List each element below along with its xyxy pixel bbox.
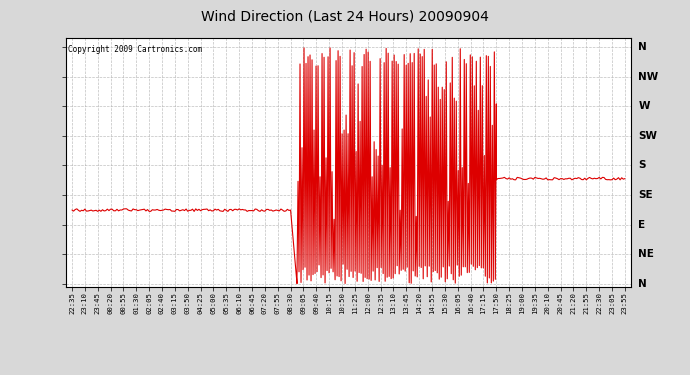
Text: N: N — [638, 279, 647, 289]
Text: W: W — [638, 101, 650, 111]
Text: NE: NE — [638, 249, 654, 259]
Text: Copyright 2009 Cartronics.com: Copyright 2009 Cartronics.com — [68, 45, 202, 54]
Text: N: N — [638, 42, 647, 52]
Text: E: E — [638, 219, 645, 230]
Text: NW: NW — [638, 72, 658, 82]
Text: S: S — [638, 160, 646, 171]
Text: Wind Direction (Last 24 Hours) 20090904: Wind Direction (Last 24 Hours) 20090904 — [201, 9, 489, 23]
Text: SE: SE — [638, 190, 653, 200]
Text: SW: SW — [638, 131, 658, 141]
